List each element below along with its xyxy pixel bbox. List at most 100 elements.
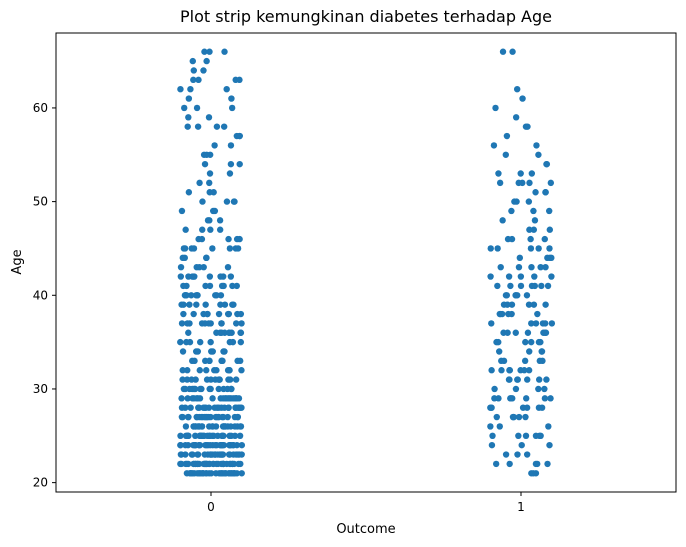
data-point-0 (194, 423, 202, 430)
data-point-0 (191, 273, 198, 280)
data-point-0 (219, 441, 226, 449)
data-point-0 (185, 329, 192, 336)
data-point-0 (206, 432, 213, 439)
y-tick-label: 40 (33, 288, 48, 302)
data-point-0 (200, 404, 207, 411)
data-point-1 (532, 189, 539, 196)
data-point-0 (226, 170, 234, 177)
data-point-1 (544, 254, 551, 262)
data-point-1 (488, 320, 495, 327)
data-point-1 (512, 329, 519, 336)
data-point-1 (504, 301, 511, 308)
data-point-1 (487, 245, 494, 252)
data-point-0 (207, 451, 214, 458)
data-point-0 (190, 67, 197, 74)
data-point-0 (220, 413, 227, 421)
data-point-0 (203, 151, 210, 158)
data-point-0 (181, 104, 188, 112)
data-point-0 (200, 470, 207, 477)
data-point-0 (238, 404, 245, 411)
y-tick-label: 60 (33, 101, 48, 115)
data-point-0 (208, 348, 215, 355)
data-point-0 (180, 385, 188, 393)
data-point-0 (209, 423, 216, 430)
data-point-1 (546, 245, 553, 252)
data-point-1 (541, 395, 549, 402)
data-point-1 (488, 367, 495, 374)
data-point-1 (489, 432, 496, 439)
data-point-1 (544, 282, 552, 290)
data-point-0 (232, 404, 239, 411)
data-point-1 (493, 413, 500, 421)
data-point-1 (545, 423, 552, 430)
data-point-0 (179, 367, 186, 374)
data-point-1 (537, 263, 544, 271)
data-point-0 (217, 301, 224, 308)
data-point-0 (223, 198, 231, 205)
data-point-1 (496, 423, 503, 430)
data-point-1 (523, 404, 531, 411)
data-point-0 (190, 245, 198, 252)
data-point-0 (200, 310, 207, 318)
data-point-0 (192, 348, 200, 355)
data-point-1 (522, 432, 530, 439)
data-point-0 (177, 432, 184, 439)
data-point-0 (184, 432, 191, 439)
data-point-0 (226, 338, 234, 346)
data-point-0 (215, 310, 223, 318)
data-point-0 (183, 376, 191, 383)
data-point-1 (507, 395, 514, 402)
data-point-0 (224, 310, 232, 318)
data-point-0 (201, 320, 209, 327)
data-point-1 (502, 451, 510, 458)
data-point-0 (178, 301, 185, 308)
data-point-1 (508, 310, 515, 318)
data-point-0 (232, 376, 240, 383)
data-point-0 (230, 395, 237, 402)
data-point-1 (534, 310, 541, 318)
data-point-0 (190, 76, 197, 84)
data-point-0 (227, 470, 235, 477)
data-point-0 (203, 367, 210, 374)
data-point-0 (238, 470, 245, 477)
data-point-0 (214, 460, 222, 468)
data-point-1 (508, 301, 516, 308)
data-point-1 (519, 95, 526, 102)
data-point-1 (536, 376, 543, 383)
data-point-0 (220, 460, 227, 468)
chart-title: Plot strip kemungkinan diabetes terhadap… (180, 7, 552, 26)
data-point-1 (524, 329, 532, 336)
data-point-1 (506, 367, 513, 374)
data-point-0 (224, 263, 232, 271)
data-point-0 (226, 376, 234, 383)
data-point-1 (487, 273, 494, 280)
data-point-1 (502, 292, 510, 299)
data-point-0 (230, 301, 237, 308)
data-point-0 (212, 292, 219, 299)
y-tick-label: 30 (33, 382, 48, 396)
data-point-1 (537, 432, 544, 439)
data-point-1 (535, 338, 543, 346)
data-point-0 (233, 441, 241, 449)
data-point-1 (515, 179, 522, 187)
data-point-0 (209, 395, 216, 402)
data-point-0 (215, 385, 222, 393)
data-point-0 (196, 179, 203, 187)
data-point-0 (185, 95, 193, 102)
data-point-0 (219, 357, 226, 365)
data-point-0 (214, 413, 222, 421)
data-point-0 (218, 320, 225, 327)
data-point-1 (504, 329, 511, 336)
data-point-0 (205, 114, 213, 121)
data-point-0 (229, 282, 236, 290)
data-point-1 (547, 395, 554, 402)
data-point-0 (187, 86, 194, 93)
data-point-1 (543, 160, 551, 168)
data-point-0 (212, 470, 220, 477)
data-point-0 (207, 226, 214, 233)
data-point-1 (498, 357, 505, 365)
data-point-1 (535, 245, 542, 252)
data-point-0 (220, 395, 227, 402)
data-point-1 (508, 207, 515, 215)
data-point-1 (518, 441, 525, 449)
